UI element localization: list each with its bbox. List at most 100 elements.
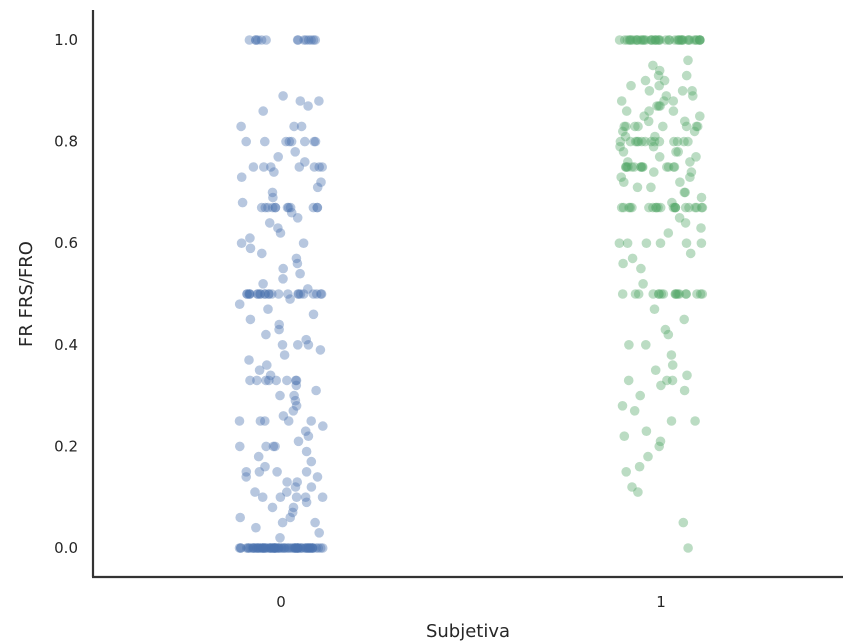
data-point-0-139 — [291, 375, 302, 386]
data-point-0-5 — [290, 543, 301, 553]
data-point-0-155 — [308, 309, 319, 320]
data-point-0-66 — [269, 543, 279, 553]
data-point-0-192 — [298, 238, 309, 248]
data-point-0-34 — [265, 543, 276, 553]
data-point-1-70 — [644, 202, 654, 213]
data-point-1-20 — [623, 375, 634, 386]
data-point-1-105 — [637, 162, 648, 172]
y-tick-label: 0.0 — [54, 539, 78, 557]
data-point-1-64 — [684, 202, 694, 213]
data-point-1-55 — [641, 238, 652, 248]
data-point-0-76 — [271, 543, 282, 553]
data-point-0-73 — [292, 543, 303, 553]
data-point-0-154 — [245, 314, 256, 325]
data-point-0-85 — [285, 512, 296, 523]
data-point-1-96 — [686, 167, 697, 177]
data-point-1-102 — [662, 162, 672, 172]
data-point-0-141 — [265, 370, 276, 381]
data-point-0-209 — [267, 202, 278, 213]
data-point-0-198 — [292, 213, 303, 223]
data-point-0-182 — [259, 289, 270, 299]
data-point-0-14 — [282, 543, 293, 553]
data-point-0-132 — [291, 380, 302, 391]
data-point-1-187 — [625, 35, 636, 45]
data-point-1-10 — [641, 426, 652, 437]
data-point-1-158 — [616, 96, 627, 106]
data-point-0-71 — [305, 543, 316, 553]
data-point-1-196 — [639, 35, 649, 45]
data-point-1-80 — [648, 202, 658, 213]
data-point-0-49 — [241, 543, 252, 553]
data-point-0-135 — [252, 375, 262, 386]
data-point-1-127 — [633, 136, 644, 147]
data-point-1-122 — [672, 136, 683, 147]
data-point-1-95 — [649, 167, 659, 177]
data-point-1-60 — [663, 228, 674, 238]
data-point-1-146 — [680, 116, 690, 127]
data-point-0-258 — [303, 35, 314, 45]
data-point-0-151 — [261, 329, 271, 340]
data-point-0-156 — [263, 304, 273, 315]
data-point-1-212 — [640, 35, 651, 45]
data-point-0-46 — [293, 543, 303, 553]
data-point-0-140 — [264, 375, 274, 386]
data-point-0-89 — [267, 502, 278, 513]
data-point-0-257 — [250, 35, 261, 45]
data-point-0-59 — [236, 543, 246, 553]
data-point-0-69 — [274, 543, 285, 553]
data-point-1-115 — [618, 147, 629, 157]
data-point-1-14 — [617, 401, 628, 411]
data-point-1-41 — [695, 289, 706, 299]
data-point-1-108 — [629, 162, 639, 172]
data-point-0-0 — [289, 543, 299, 553]
data-point-1-73 — [690, 202, 700, 213]
data-point-0-64 — [258, 543, 268, 553]
data-point-0-115 — [261, 441, 271, 452]
data-point-0-53 — [255, 543, 266, 553]
data-point-1-51 — [618, 258, 628, 269]
data-point-0-3 — [317, 543, 328, 553]
data-point-1-111 — [685, 157, 695, 167]
data-point-0-150 — [301, 334, 312, 345]
data-point-1-27 — [663, 329, 674, 340]
data-point-0-206 — [312, 202, 323, 213]
data-point-0-185 — [278, 274, 288, 284]
data-point-0-233 — [286, 136, 297, 147]
data-point-1-178 — [661, 35, 671, 45]
data-point-1-185 — [638, 35, 649, 45]
data-point-0-225 — [317, 162, 328, 172]
data-point-0-199 — [286, 207, 297, 218]
data-point-1-120 — [625, 136, 636, 147]
data-point-1-125 — [632, 136, 642, 147]
y-tick-label: 0.8 — [54, 133, 78, 151]
data-point-0-16 — [251, 543, 262, 553]
data-point-0-31 — [248, 543, 259, 553]
data-point-0-70 — [279, 543, 290, 553]
data-point-0-250 — [301, 35, 311, 45]
data-point-0-200 — [282, 202, 293, 213]
data-point-0-226 — [300, 157, 310, 167]
data-point-0-193 — [236, 238, 247, 248]
data-point-0-238 — [236, 121, 246, 132]
data-point-1-137 — [689, 126, 700, 137]
data-point-1-198 — [632, 35, 642, 45]
data-point-0-173 — [308, 289, 319, 299]
data-point-1-151 — [644, 106, 654, 116]
data-point-1-199 — [694, 35, 705, 45]
data-point-0-74 — [235, 543, 246, 553]
data-point-1-69 — [680, 202, 691, 213]
data-point-1-188 — [684, 35, 695, 45]
data-point-0-187 — [278, 263, 289, 274]
data-point-0-186 — [295, 268, 305, 279]
data-point-0-137 — [271, 375, 282, 386]
data-point-1-133 — [649, 136, 660, 147]
data-point-1-2 — [633, 487, 643, 497]
data-point-0-72 — [285, 543, 296, 553]
data-point-0-7 — [308, 543, 319, 553]
data-point-0-83 — [277, 517, 288, 528]
data-point-0-161 — [245, 289, 255, 299]
data-point-0-230 — [260, 136, 270, 147]
data-point-0-48 — [283, 543, 294, 553]
data-point-0-183 — [303, 284, 313, 294]
data-point-0-174 — [264, 289, 274, 299]
